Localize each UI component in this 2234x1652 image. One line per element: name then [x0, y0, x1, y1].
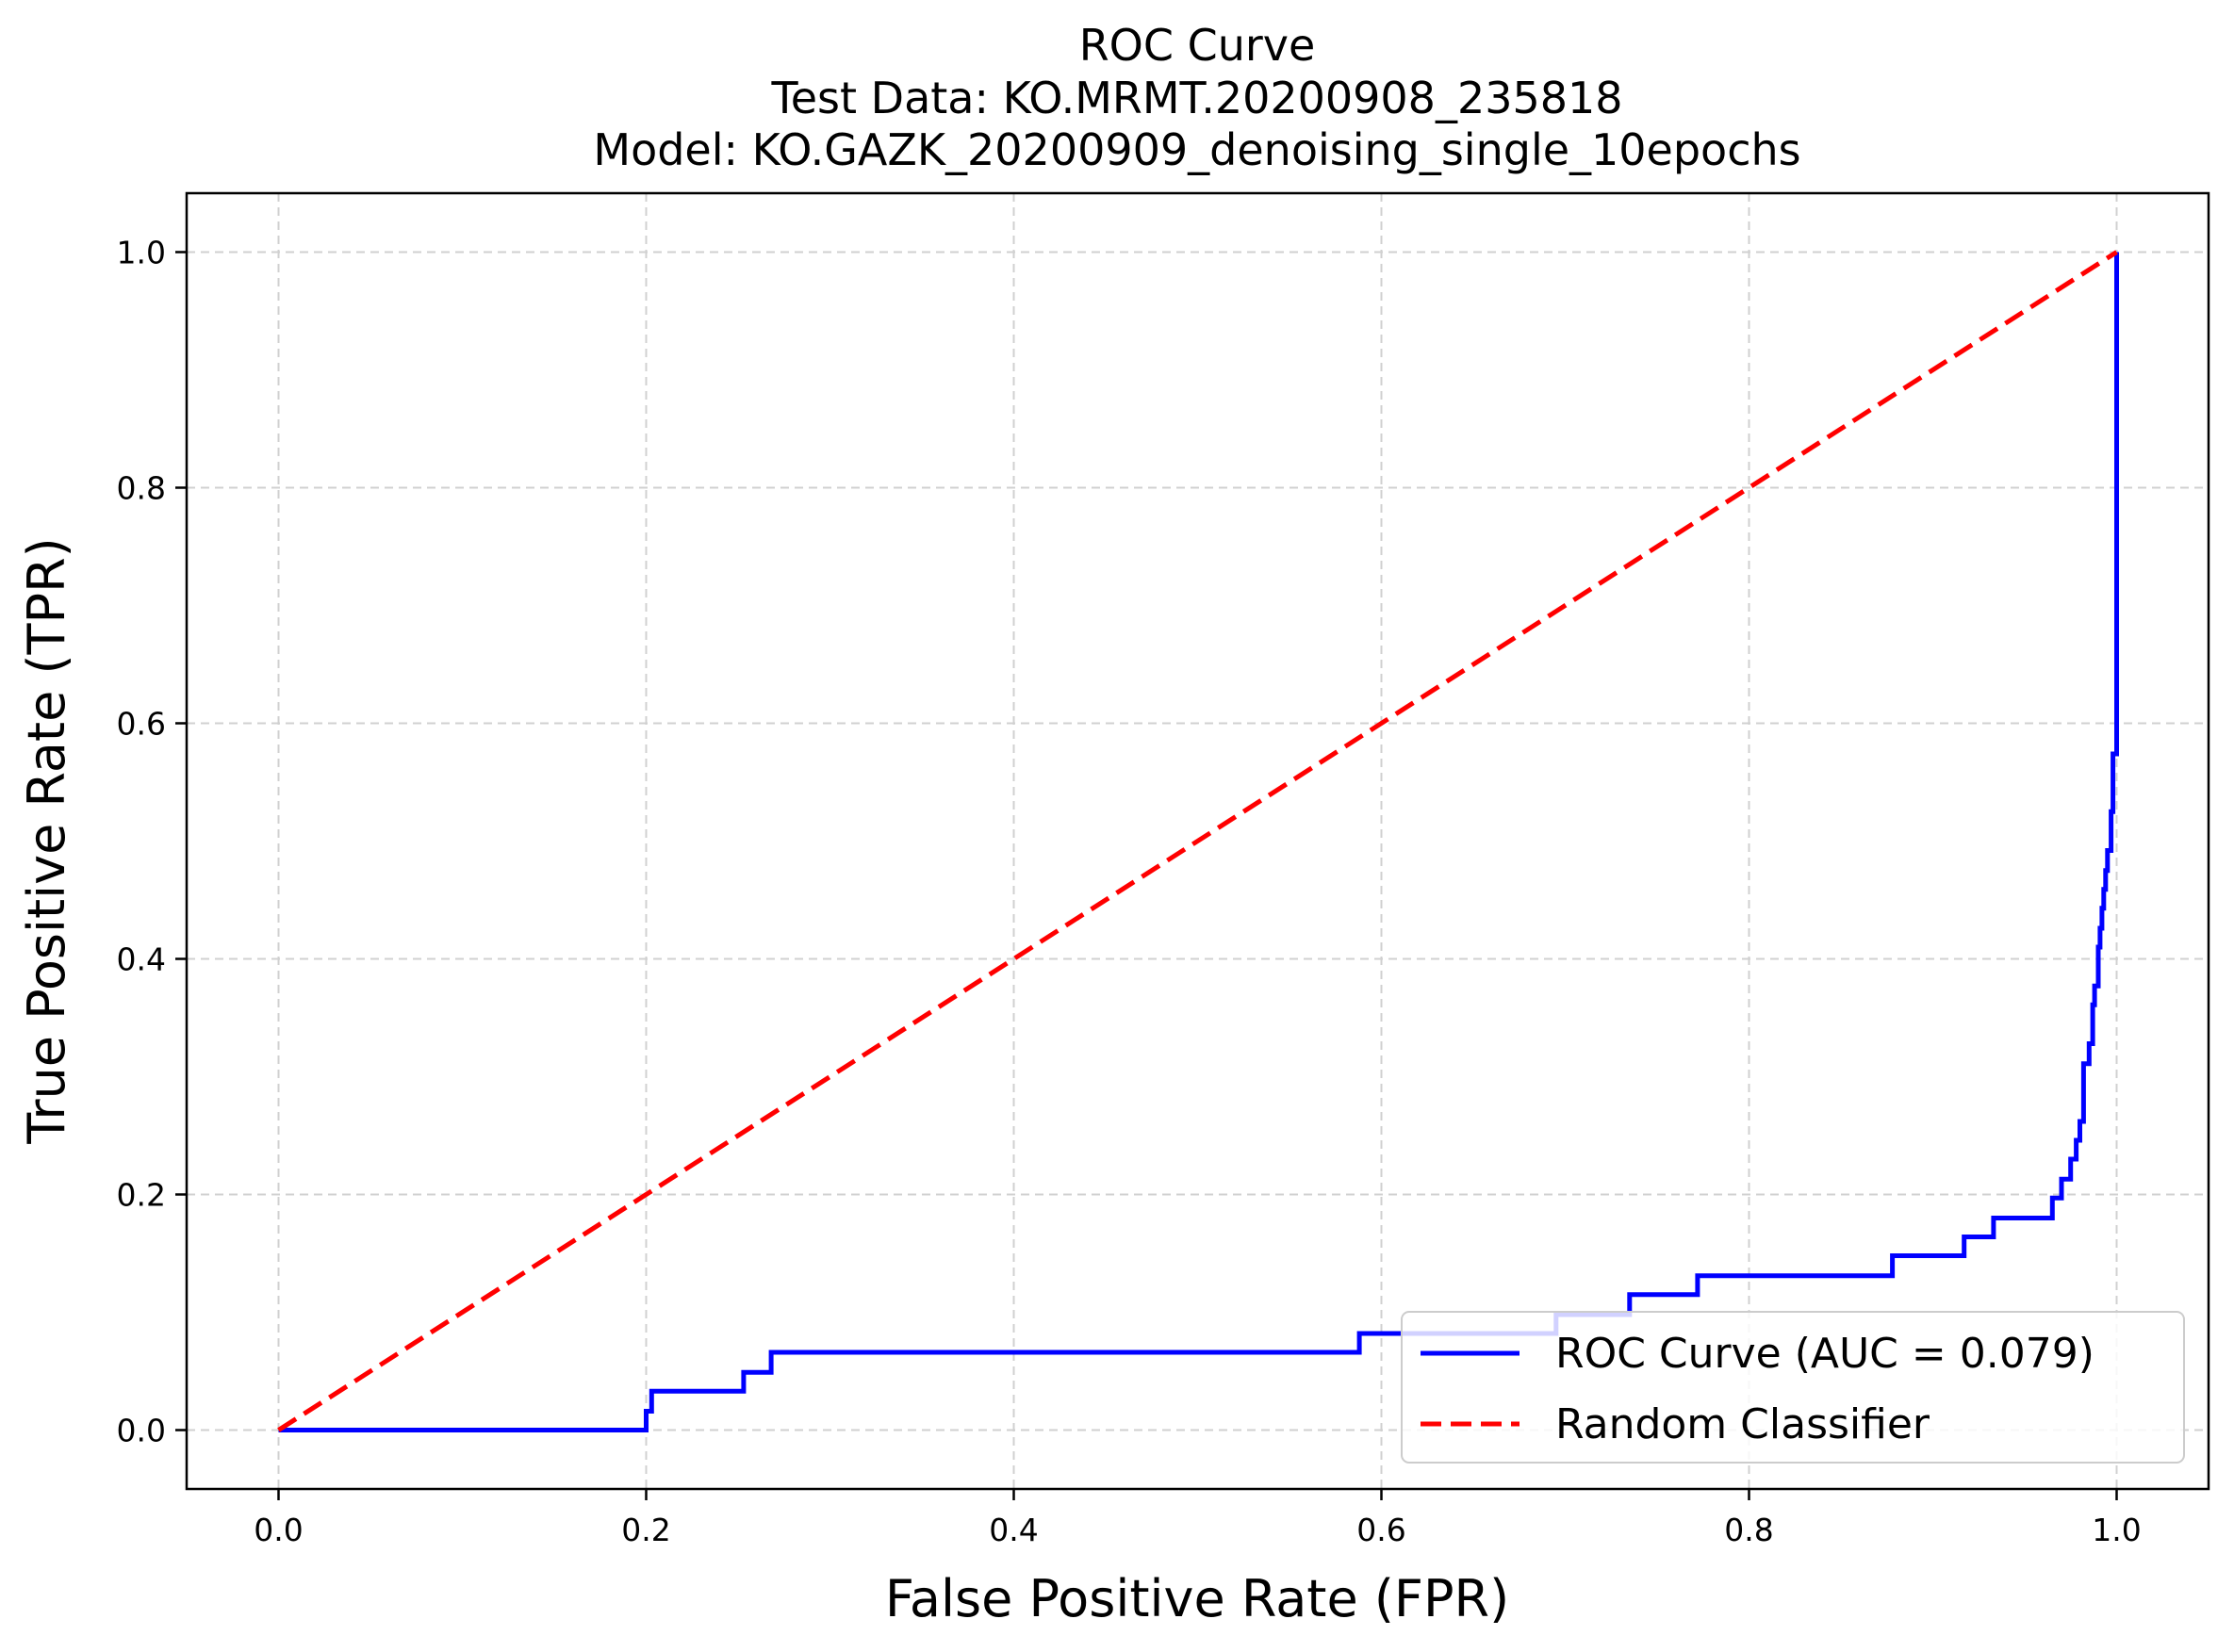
- chart-title-line: Test Data: KO.MRMT.20200908_235818: [770, 73, 1622, 123]
- x-tick-label: 0.6: [1356, 1512, 1405, 1548]
- x-tick-label: 0.2: [621, 1512, 670, 1548]
- y-tick-label: 0.0: [117, 1413, 166, 1449]
- y-axis-label: True Positive Rate (TPR): [17, 537, 76, 1144]
- x-tick-label: 1.0: [2092, 1512, 2141, 1548]
- random-classifier-line: [277, 250, 2118, 1432]
- x-tick-label: 0.8: [1724, 1512, 1773, 1548]
- y-tick-label: 1.0: [117, 235, 166, 271]
- chart-title-line: ROC Curve: [1079, 20, 1316, 71]
- legend-label: Random Classifier: [1555, 1400, 1930, 1448]
- y-tick-label: 0.4: [117, 941, 166, 978]
- legend: ROC Curve (AUC = 0.079) Random Classifier: [1401, 1311, 2185, 1464]
- y-tick-label: 0.6: [117, 706, 166, 743]
- legend-label: ROC Curve (AUC = 0.079): [1555, 1330, 2094, 1378]
- chart-title-line: Model: KO.GAZK_20200909_denoising_single…: [593, 124, 1800, 175]
- x-tick-label: 0.0: [254, 1512, 303, 1548]
- y-tick-label: 0.2: [117, 1177, 166, 1214]
- y-tick-label: 0.8: [117, 470, 166, 507]
- legend-box: [1401, 1311, 2185, 1464]
- x-axis-ticks: 0.0 0.2 0.4 0.6 0.8 1.0: [254, 1489, 2142, 1548]
- y-axis-ticks: 0.0 0.2 0.4 0.6 0.8 1.0: [117, 235, 187, 1449]
- x-tick-label: 0.4: [989, 1512, 1038, 1548]
- plot-frame: [185, 191, 2210, 1491]
- x-axis-label: False Positive Rate (FPR): [885, 1569, 1509, 1628]
